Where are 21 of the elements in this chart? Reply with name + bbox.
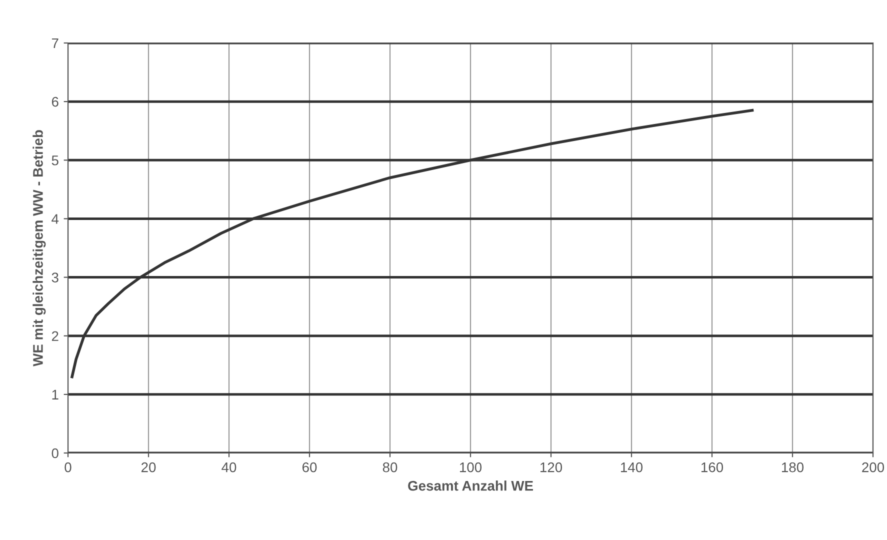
y-tick-label: 5 xyxy=(52,156,58,166)
x-tick-label: 120 xyxy=(540,462,562,472)
x-tick-label: 60 xyxy=(302,462,317,472)
y-tick-label: 6 xyxy=(52,96,58,107)
x-tick-label: 0 xyxy=(64,462,72,472)
x-tick-label: 180 xyxy=(782,462,804,472)
x-tick-label: 140 xyxy=(620,462,643,472)
y-tick-label: 3 xyxy=(52,272,58,282)
y-tick-label: 2 xyxy=(52,331,58,341)
y-tick-label: 7 xyxy=(52,38,58,48)
y-tick-label: 4 xyxy=(52,214,59,224)
y-tick-label: 1 xyxy=(52,390,58,400)
x-tick-label: 160 xyxy=(701,462,724,472)
x-axis-title: Gesamt Anzahl WE xyxy=(408,480,533,491)
x-tick-label: 200 xyxy=(862,462,884,472)
x-tick-label: 20 xyxy=(141,462,156,472)
x-tick-label: 40 xyxy=(222,462,236,472)
y-tick-label: 0 xyxy=(52,448,58,458)
x-tick-label: 100 xyxy=(460,462,482,472)
y-axis-title: WE mit gleichzeitigem WW - Betrieb xyxy=(32,130,46,366)
x-tick-label: 80 xyxy=(382,462,398,472)
